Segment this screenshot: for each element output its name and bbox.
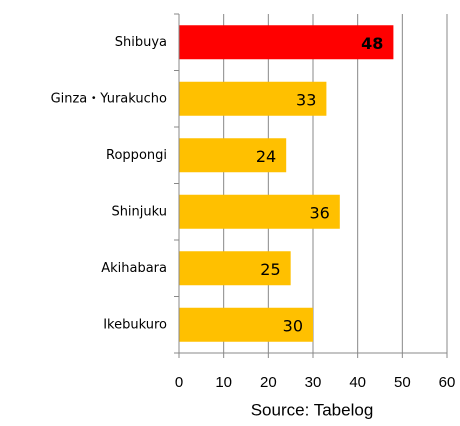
y-tick-label: Ginza・Yurakucho — [51, 91, 167, 106]
bar — [179, 251, 291, 286]
data-label: 36 — [309, 203, 329, 222]
x-tick-label: 50 — [394, 374, 411, 391]
y-tick-label: Shibuya — [115, 35, 167, 50]
bar — [179, 307, 313, 342]
y-tick-label: Roppongi — [106, 148, 167, 163]
x-tick-label: 10 — [215, 374, 232, 391]
y-tick-label: Akihabara — [101, 261, 167, 276]
y-tick-label: Shinjuku — [111, 204, 167, 219]
x-tick-label: 0 — [175, 374, 183, 391]
data-label: 30 — [283, 316, 303, 335]
data-label: 33 — [296, 90, 316, 109]
data-label: 25 — [260, 260, 280, 279]
data-label: 24 — [256, 147, 276, 166]
x-tick-label: 20 — [260, 374, 277, 391]
bar — [179, 138, 287, 173]
bar — [179, 25, 394, 60]
x-tick-label: 40 — [349, 374, 366, 391]
bar — [179, 81, 327, 116]
data-label: 48 — [361, 34, 383, 53]
bar — [179, 194, 340, 229]
x-tick-label: 60 — [439, 374, 456, 391]
x-tick-label: 30 — [305, 374, 322, 391]
y-tick-label: Ikebukuro — [103, 317, 167, 332]
x-axis-label: Source: Tabelog — [251, 400, 374, 419]
